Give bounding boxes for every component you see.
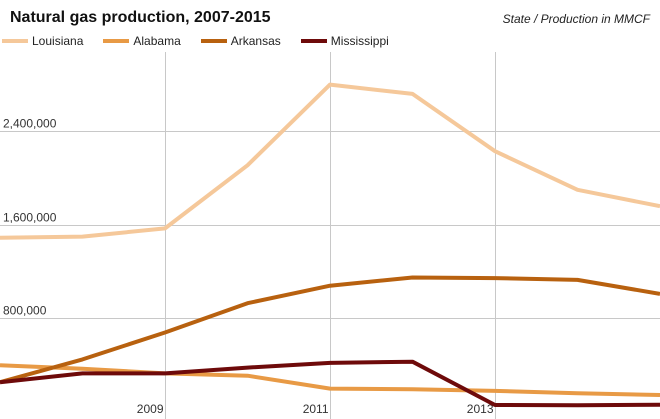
chart-subtitle: State / Production in MMCF — [502, 12, 650, 26]
x-tick-label: 2011 — [303, 402, 329, 416]
series-line-alabama — [0, 363, 660, 397]
y-tick-label: 2,400,000 — [3, 117, 57, 131]
legend-item-mississippi[interactable]: Mississippi — [300, 34, 389, 48]
legend-swatch-alabama — [103, 39, 130, 43]
legend-label-alabama: Alabama — [133, 34, 181, 48]
legend-swatch-mississippi — [300, 39, 327, 43]
legend-item-arkansas[interactable]: Arkansas — [200, 34, 281, 48]
y-tick-label: 800,000 — [3, 304, 47, 318]
legend-swatch-louisiana — [2, 39, 28, 43]
legend-item-louisiana[interactable]: Louisiana — [2, 34, 83, 48]
x-tick-label: 2013 — [467, 402, 494, 416]
legend: Louisiana Alabama Arkansas Mississippi — [0, 33, 409, 49]
series-line-mississippi — [0, 359, 660, 408]
legend-label-mississippi: Mississippi — [330, 34, 389, 48]
chart-title: Natural gas production, 2007-2015 — [10, 9, 271, 26]
y-tick-label: 1,600,000 — [3, 211, 57, 225]
legend-label-louisiana: Louisiana — [32, 34, 84, 48]
series-line-louisiana — [0, 82, 660, 240]
legend-swatch-arkansas — [200, 39, 227, 43]
x-tick-label: 2009 — [137, 402, 164, 416]
series-line-arkansas — [0, 275, 660, 385]
legend-label-arkansas: Arkansas — [230, 34, 281, 48]
legend-item-alabama[interactable]: Alabama — [103, 34, 181, 48]
